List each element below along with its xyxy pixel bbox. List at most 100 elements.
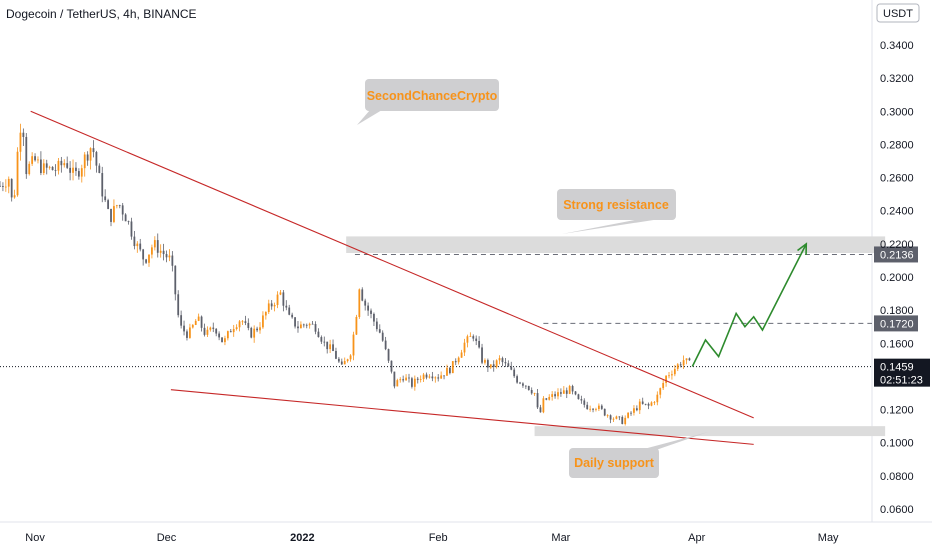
candle bbox=[31, 152, 34, 166]
candle bbox=[229, 328, 232, 333]
candle bbox=[676, 363, 679, 372]
brand-callout-text: SecondChanceCrypto bbox=[367, 89, 498, 103]
candle bbox=[384, 336, 387, 351]
candle bbox=[641, 397, 644, 405]
candle bbox=[305, 323, 308, 329]
candle bbox=[562, 386, 565, 394]
candle bbox=[668, 372, 670, 379]
candle bbox=[282, 290, 285, 312]
candle bbox=[431, 371, 434, 382]
candle bbox=[75, 162, 77, 176]
candle bbox=[425, 372, 428, 380]
candle bbox=[186, 329, 188, 341]
projection-path[interactable] bbox=[691, 243, 807, 367]
candle bbox=[504, 357, 507, 367]
candle bbox=[516, 374, 518, 384]
candle bbox=[472, 334, 475, 342]
candle bbox=[194, 319, 197, 326]
time-tick-label: Mar bbox=[551, 532, 570, 544]
candle bbox=[393, 371, 396, 389]
current-price-tag: 0.1459 02:51:23 bbox=[874, 358, 930, 387]
candle bbox=[574, 391, 577, 396]
candle bbox=[177, 290, 180, 318]
candle bbox=[28, 161, 31, 176]
candle bbox=[311, 321, 314, 325]
candle bbox=[600, 404, 603, 411]
candle bbox=[57, 157, 60, 175]
candle bbox=[606, 414, 609, 418]
level-price-tag-text: 0.1720 bbox=[880, 318, 914, 330]
candle bbox=[522, 382, 524, 388]
candle bbox=[402, 375, 405, 383]
candle bbox=[650, 401, 653, 407]
level-price-tag bbox=[874, 246, 918, 263]
candle bbox=[484, 358, 486, 365]
candle bbox=[419, 375, 422, 383]
candle bbox=[224, 335, 226, 346]
candle bbox=[92, 140, 95, 158]
price-tick-label: 0.1200 bbox=[880, 405, 914, 417]
time-tick-label: Feb bbox=[429, 532, 448, 544]
candle bbox=[513, 367, 516, 378]
candle bbox=[238, 320, 241, 332]
candle bbox=[434, 376, 437, 383]
candle bbox=[42, 159, 45, 176]
candle bbox=[510, 361, 513, 371]
candle bbox=[156, 233, 159, 258]
price-tick-label: 0.2000 bbox=[880, 272, 914, 284]
candle bbox=[478, 336, 481, 349]
candle bbox=[95, 150, 98, 173]
levels-layer: 0.2136 0.1720 bbox=[0, 246, 918, 368]
candle bbox=[80, 164, 83, 183]
candle bbox=[422, 372, 425, 382]
candle bbox=[337, 356, 340, 364]
candle bbox=[682, 355, 685, 369]
candle bbox=[2, 182, 4, 192]
candle bbox=[662, 379, 665, 390]
time-tick-label: May bbox=[818, 532, 839, 544]
daily-support-zone[interactable] bbox=[534, 426, 886, 437]
candle bbox=[355, 314, 358, 336]
currency-chip[interactable]: USDT bbox=[876, 3, 920, 23]
candle bbox=[387, 348, 390, 363]
support-callout-text: Daily support bbox=[574, 456, 655, 470]
candle bbox=[113, 199, 115, 224]
strong-resistance-zone[interactable] bbox=[346, 236, 886, 253]
candle bbox=[443, 375, 445, 380]
candle bbox=[308, 322, 311, 329]
candle bbox=[127, 220, 130, 225]
candle bbox=[89, 147, 92, 170]
price-tick-label: 0.2600 bbox=[880, 173, 914, 185]
candle bbox=[533, 392, 536, 396]
candle bbox=[437, 374, 440, 382]
candle bbox=[300, 321, 302, 329]
wedge-lower-trendline[interactable] bbox=[170, 389, 754, 445]
candle bbox=[0, 181, 1, 187]
resistance-callout[interactable]: Strong resistance bbox=[557, 189, 676, 234]
candle bbox=[101, 166, 104, 203]
price-tick-label: 0.0800 bbox=[880, 471, 914, 483]
candle bbox=[317, 328, 320, 338]
candle bbox=[165, 250, 168, 263]
brand-callout[interactable]: SecondChanceCrypto bbox=[357, 79, 499, 125]
candle bbox=[171, 251, 174, 272]
candle bbox=[69, 161, 72, 181]
candle bbox=[104, 189, 107, 203]
candle bbox=[77, 168, 80, 180]
candle bbox=[291, 312, 294, 319]
candle bbox=[557, 388, 559, 400]
candle bbox=[288, 304, 291, 316]
candle bbox=[568, 384, 571, 395]
candle bbox=[215, 327, 218, 337]
support-callout[interactable]: Daily support bbox=[569, 432, 708, 478]
candle bbox=[501, 356, 504, 367]
candle bbox=[200, 315, 203, 332]
candle bbox=[285, 300, 288, 311]
candle bbox=[396, 378, 399, 387]
candle bbox=[612, 417, 615, 423]
candle bbox=[571, 384, 574, 395]
candle bbox=[139, 238, 142, 252]
wedge-upper-trendline[interactable] bbox=[30, 110, 754, 419]
candle bbox=[203, 323, 206, 337]
